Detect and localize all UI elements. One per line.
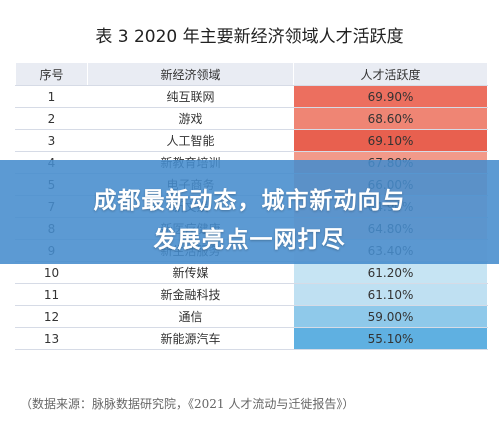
table-row: 1 纯互联网 69.90%: [15, 85, 488, 108]
headline-banner: [0, 160, 499, 264]
headline-line-2: 发展亮点一网打尽: [153, 227, 346, 253]
row-index: 12: [15, 305, 88, 328]
table-row: 2 游戏 68.60%: [15, 107, 488, 130]
table-row: 12 通信 59.00%: [15, 305, 488, 328]
header-index: 序号: [15, 62, 88, 86]
table-row: 13 新能源汽车 55.10%: [15, 327, 488, 350]
row-activity-value: 69.10%: [293, 129, 488, 152]
row-index: 11: [15, 283, 88, 306]
header-activity: 人才活跃度: [293, 62, 488, 86]
row-field-name: 通信: [87, 305, 294, 328]
table-row: 10 新传媒 61.20%: [15, 261, 488, 284]
page-title: 表 3 2020 年主要新经济领域人才活跃度: [95, 27, 404, 47]
row-field-name: 新传媒: [87, 261, 294, 284]
row-index: 1: [15, 85, 88, 108]
row-index: 10: [15, 261, 88, 284]
row-activity-value: 61.10%: [293, 283, 488, 306]
row-field-name: 游戏: [87, 107, 294, 130]
row-activity-value: 55.10%: [293, 327, 488, 350]
row-field-name: 人工智能: [87, 129, 294, 152]
table-row: 11 新金融科技 61.10%: [15, 283, 488, 306]
row-index: 13: [15, 327, 88, 350]
row-field-name: 纯互联网: [87, 85, 294, 108]
row-field-name: 新能源汽车: [87, 327, 294, 350]
row-index: 2: [15, 107, 88, 130]
data-source-note: （数据来源：脉脉数据研究院，《2021 人才流动与迁徙报告》）: [20, 397, 355, 411]
row-activity-value: 69.90%: [293, 85, 488, 108]
row-activity-value: 68.60%: [293, 107, 488, 130]
header-field: 新经济领域: [87, 62, 294, 86]
table-header-row: 序号 新经济领域 人才活跃度: [15, 62, 488, 86]
row-activity-value: 61.20%: [293, 261, 488, 284]
row-activity-value: 59.00%: [293, 305, 488, 328]
row-field-name: 新金融科技: [87, 283, 294, 306]
row-index: 3: [15, 129, 88, 152]
table-row: 3 人工智能 69.10%: [15, 129, 488, 152]
headline-line-1: 成都最新动态，城市新动向与: [93, 188, 406, 214]
